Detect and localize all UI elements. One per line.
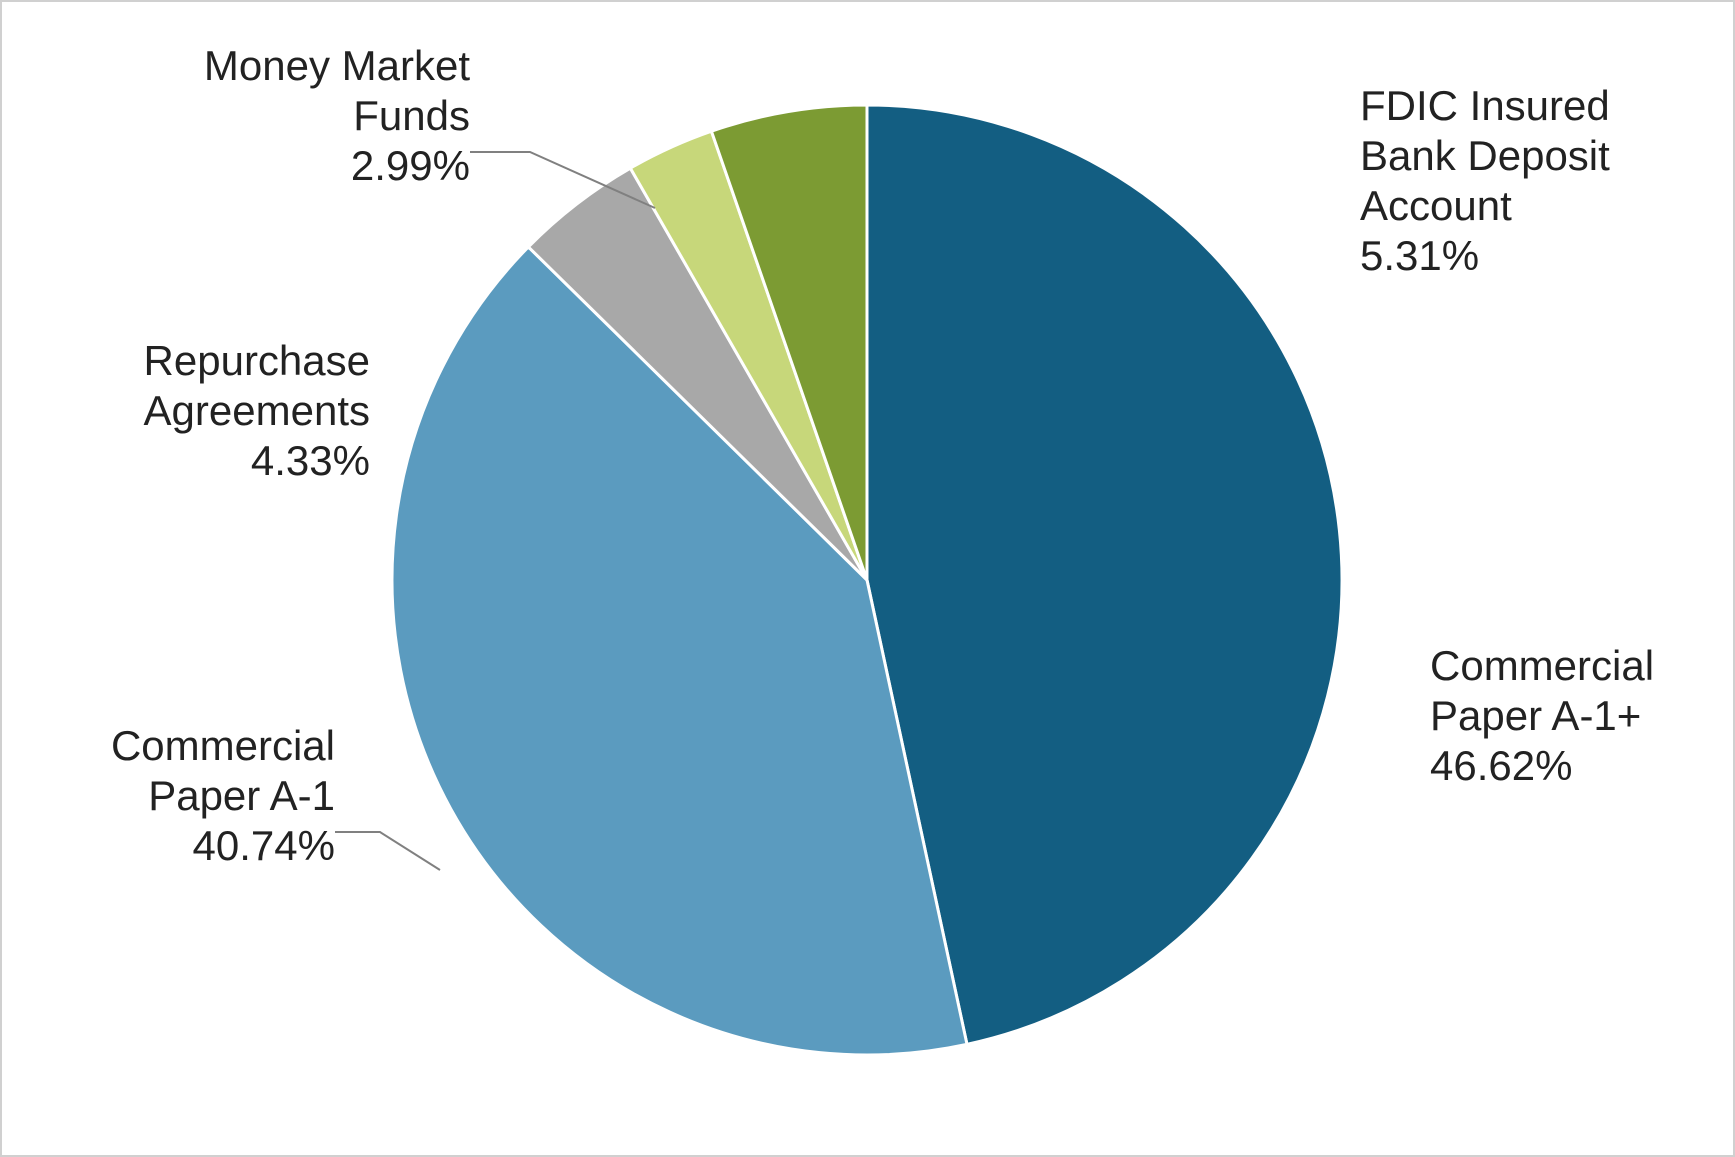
slice-label-line: Paper A-1+ bbox=[1430, 692, 1641, 739]
slice-label-line: Paper A-1 bbox=[148, 772, 335, 819]
slice-label-line: 46.62% bbox=[1430, 742, 1572, 789]
slice-label-line: Bank Deposit bbox=[1360, 132, 1610, 179]
slice-label-line: Repurchase bbox=[144, 337, 370, 384]
pie-slices-group bbox=[392, 105, 1342, 1055]
slice-label-line: Funds bbox=[353, 92, 470, 139]
pie-chart-svg: FDIC InsuredBank DepositAccount5.31% Comm… bbox=[0, 0, 1735, 1157]
slice-label-line: FDIC Insured bbox=[1360, 82, 1610, 129]
slice-label-line: Commercial bbox=[1430, 642, 1654, 689]
slice-label-line: 4.33% bbox=[251, 437, 370, 484]
slice-label-line: Commercial bbox=[111, 722, 335, 769]
slice-label-line: Account bbox=[1360, 182, 1512, 229]
slice-label-line: 40.74% bbox=[193, 822, 335, 869]
slice-label-line: 2.99% bbox=[351, 142, 470, 189]
slice-label-line: Agreements bbox=[144, 387, 370, 434]
slice-label-line: 5.31% bbox=[1360, 232, 1479, 279]
pie-chart-container: FDIC InsuredBank DepositAccount5.31% Comm… bbox=[0, 0, 1735, 1157]
slice-label-line: Money Market bbox=[204, 42, 470, 89]
